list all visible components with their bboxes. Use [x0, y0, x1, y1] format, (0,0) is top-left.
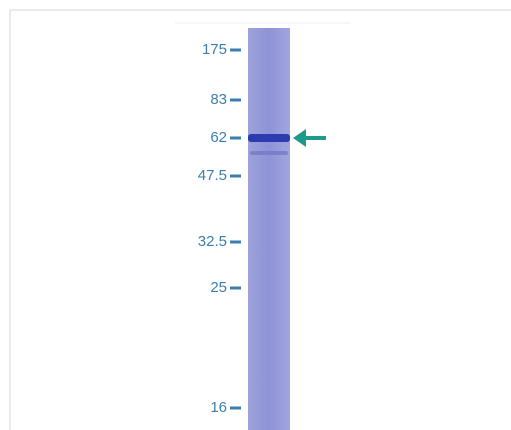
- page: {"gel": {"markers": ["175", "83", "62", …: [0, 0, 511, 430]
- minor-band: [250, 151, 288, 155]
- marker-label: 16: [210, 399, 227, 416]
- protein-band: [248, 134, 290, 142]
- marker-label: 32.5: [198, 233, 227, 250]
- marker-label: 62: [210, 129, 227, 146]
- gel-figure: 175 83 62 47.5 32.5 25 16: [0, 0, 511, 430]
- marker-label: 175: [202, 41, 227, 58]
- gel-lane: [248, 28, 290, 430]
- marker-label: 83: [210, 91, 227, 108]
- arrow: [293, 129, 326, 147]
- marker-label: 47.5: [198, 167, 227, 184]
- marker-ladder: 175 83 62 47.5 32.5 25 16: [198, 41, 241, 416]
- marker-label: 25: [210, 279, 227, 296]
